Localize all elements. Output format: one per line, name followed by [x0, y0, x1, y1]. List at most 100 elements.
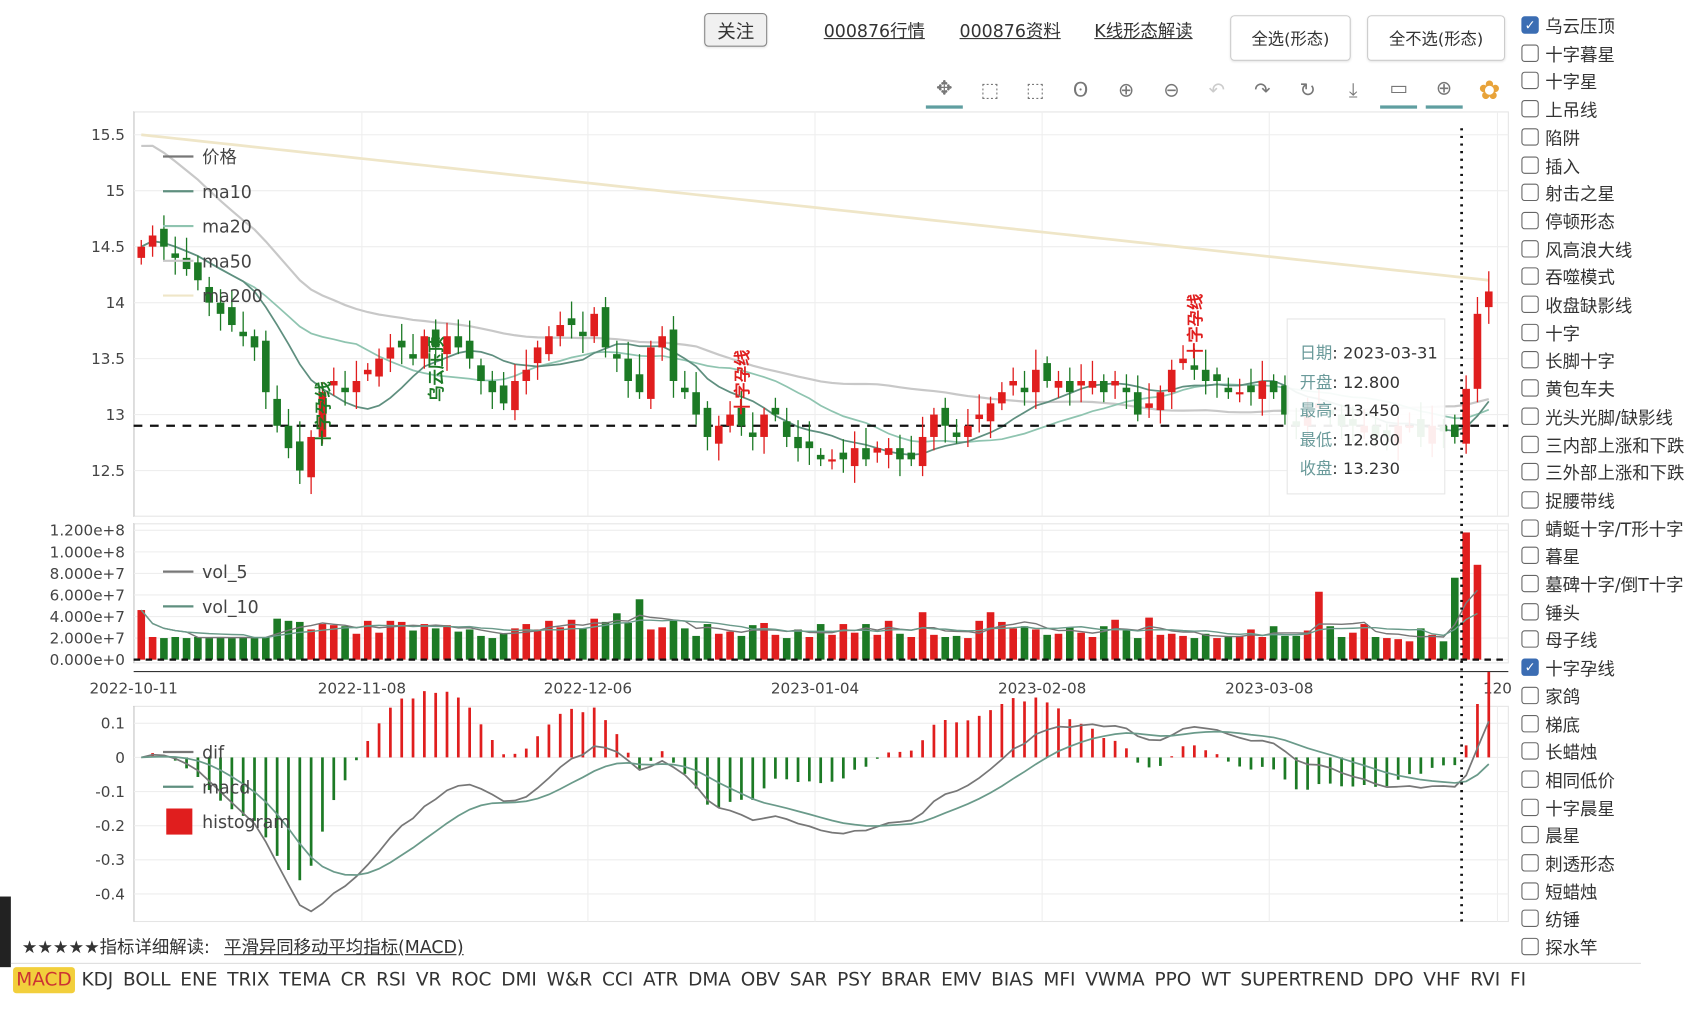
checkbox[interactable]	[1521, 72, 1539, 90]
checkbox[interactable]	[1521, 798, 1539, 816]
checkbox[interactable]	[1521, 44, 1539, 62]
pattern-checkbox-row[interactable]: 短蜡烛	[1521, 879, 1597, 903]
pattern-checkbox-row[interactable]: ✓ 十字孕线	[1521, 655, 1615, 679]
checkbox[interactable]	[1521, 183, 1539, 202]
macd-explain-link[interactable]: 平滑异同移动平均指标(MACD)	[224, 936, 464, 958]
pattern-checkbox-row[interactable]: 探水竿	[1521, 935, 1597, 959]
save-icon[interactable]: ⤓	[1348, 78, 1358, 102]
pattern-checkbox-row[interactable]: 母子线	[1521, 627, 1597, 651]
checkbox[interactable]	[1521, 323, 1539, 341]
checkbox[interactable]	[1521, 155, 1539, 174]
checkbox[interactable]	[1521, 937, 1539, 956]
checkbox[interactable]	[1521, 463, 1539, 481]
indicator-tab-roc[interactable]: ROC	[451, 969, 492, 992]
indicator-tab-cr[interactable]: CR	[340, 969, 367, 992]
checkbox[interactable]	[1521, 882, 1539, 900]
indicator-tab-bias[interactable]: BIAS	[991, 969, 1034, 992]
profile-link[interactable]: 000876资料	[959, 20, 1061, 42]
pattern-checkbox-row[interactable]: 射击之星	[1521, 181, 1615, 205]
indicator-tab-vwma[interactable]: VWMA	[1085, 969, 1145, 992]
lasso-icon[interactable]: ʘ	[1072, 78, 1089, 102]
indicator-tab-trix[interactable]: TRIX	[227, 969, 270, 992]
checkbox[interactable]	[1521, 602, 1539, 621]
indicator-tab-wt[interactable]: WT	[1201, 969, 1231, 992]
reset-icon[interactable]: ↻	[1299, 78, 1316, 102]
checkbox[interactable]	[1521, 491, 1539, 509]
crosshair-icon[interactable]: ⊕	[1425, 72, 1463, 109]
checkbox[interactable]	[1521, 435, 1539, 453]
indicator-tab-ene[interactable]: ENE	[180, 969, 218, 992]
indicator-tab-tema[interactable]: TEMA	[279, 969, 331, 992]
checkbox[interactable]	[1521, 714, 1539, 732]
pattern-checkbox-row[interactable]: 三外部上涨和下跌	[1521, 460, 1684, 484]
pattern-checkbox-row[interactable]: 墓碑十字/倒T十字	[1521, 572, 1683, 596]
checkbox[interactable]	[1521, 630, 1539, 649]
indicator-tab-wr[interactable]: W&R	[546, 969, 593, 992]
checkbox[interactable]	[1521, 770, 1539, 788]
indicator-tab-sar[interactable]: SAR	[789, 969, 828, 992]
pattern-checkbox-row[interactable]: 相同低价	[1521, 767, 1615, 791]
checkbox[interactable]	[1521, 574, 1539, 593]
indicator-tab-ppo[interactable]: PPO	[1154, 969, 1192, 992]
checkbox[interactable]	[1521, 742, 1539, 760]
indicator-tab-psy[interactable]: PSY	[837, 969, 872, 992]
pattern-checkbox-row[interactable]: 长蜡烛	[1521, 739, 1597, 763]
pattern-checkbox-row[interactable]: 三内部上涨和下跌	[1521, 432, 1684, 456]
pattern-checkbox-row[interactable]: 暮星	[1521, 544, 1580, 568]
checkbox[interactable]	[1521, 100, 1539, 118]
indicator-tab-vr[interactable]: VR	[415, 969, 442, 992]
pattern-checkbox-row[interactable]: 长脚十字	[1521, 348, 1615, 372]
indicator-tab-emv[interactable]: EMV	[941, 969, 982, 992]
checkbox[interactable]	[1521, 826, 1539, 844]
indicator-tab-brar[interactable]: BRAR	[881, 969, 932, 992]
indicator-tab-rvi[interactable]: RVI	[1470, 969, 1501, 992]
indicator-tab-atr[interactable]: ATR	[643, 969, 679, 992]
zoom-out-icon[interactable]: ⊖	[1163, 78, 1180, 102]
pattern-checkbox-row[interactable]: 插入	[1521, 153, 1580, 177]
bokeh-logo-icon[interactable]: ✿	[1478, 74, 1501, 106]
redo-icon[interactable]: ↷	[1254, 78, 1271, 102]
pattern-checkbox-row[interactable]: 黄包车夫	[1521, 376, 1615, 400]
pattern-checkbox-row[interactable]: 十字	[1521, 320, 1580, 344]
indicator-tab-kdj[interactable]: KDJ	[81, 969, 114, 992]
indicator-tab-vhf[interactable]: VHF	[1423, 969, 1461, 992]
pattern-checkbox-row[interactable]: 锤头	[1521, 600, 1580, 623]
indicator-tab-boll[interactable]: BOLL	[123, 969, 171, 992]
checkbox[interactable]	[1521, 379, 1539, 397]
kline-guide-link[interactable]: K线形态解读	[1094, 20, 1193, 42]
indicator-tab-mfi[interactable]: MFI	[1043, 969, 1076, 992]
zoom-in-icon[interactable]: ⊕	[1117, 78, 1135, 102]
pattern-checkbox-row[interactable]: 上吊线	[1521, 97, 1597, 121]
checkbox[interactable]	[1521, 295, 1539, 313]
pattern-checkbox-row[interactable]: 停顿形态	[1521, 209, 1615, 232]
indicator-tab-macd[interactable]: MACD	[13, 967, 75, 994]
stock-chart[interactable]: 2022-10-11 2022-11-08 2022-12-06 2023-01-04…	[0, 0, 1521, 935]
undo-icon[interactable]: ↶	[1208, 78, 1226, 102]
checkbox[interactable]	[1521, 211, 1539, 230]
pattern-checkbox-row[interactable]: 纺锤	[1521, 907, 1580, 931]
indicator-tab-dma[interactable]: DMA	[688, 969, 731, 992]
select-none-button[interactable]: 全不选(形态)	[1367, 15, 1506, 61]
checkbox[interactable]	[1521, 407, 1539, 425]
indicator-tab-dpo[interactable]: DPO	[1373, 969, 1414, 992]
indicator-tab-obv[interactable]: OBV	[740, 969, 780, 992]
pattern-checkbox-row[interactable]: 晨星	[1521, 823, 1580, 847]
pattern-checkbox-row[interactable]: 刺透形态	[1521, 851, 1615, 875]
pattern-checkbox-row[interactable]: 蜻蜓十字/T形十字	[1521, 516, 1683, 540]
pattern-checkbox-row[interactable]: 家鸽	[1521, 683, 1580, 707]
indicator-tab-rsi[interactable]: RSI	[376, 969, 407, 992]
checkbox[interactable]: ✓	[1521, 658, 1539, 677]
pattern-checkbox-row[interactable]: 十字晨星	[1521, 795, 1615, 819]
pan-icon[interactable]: ✥	[925, 72, 963, 109]
indicator-tab-cci[interactable]: CCI	[601, 969, 634, 992]
pattern-checkbox-row[interactable]: 陷阱	[1521, 125, 1580, 149]
select-all-button[interactable]: 全选(形态)	[1230, 15, 1351, 61]
checkbox[interactable]	[1521, 854, 1539, 872]
checkbox[interactable]	[1521, 686, 1539, 704]
pattern-checkbox-row[interactable]: 风高浪大线	[1521, 236, 1632, 260]
box-zoom-icon[interactable]: ⬚	[980, 78, 999, 102]
indicator-tab-supertrend[interactable]: SUPERTREND	[1240, 969, 1364, 992]
pattern-checkbox-row[interactable]: ✓ 乌云压顶	[1521, 13, 1615, 37]
indicator-tab-dmi[interactable]: DMI	[501, 969, 537, 992]
checkbox[interactable]	[1521, 546, 1539, 565]
